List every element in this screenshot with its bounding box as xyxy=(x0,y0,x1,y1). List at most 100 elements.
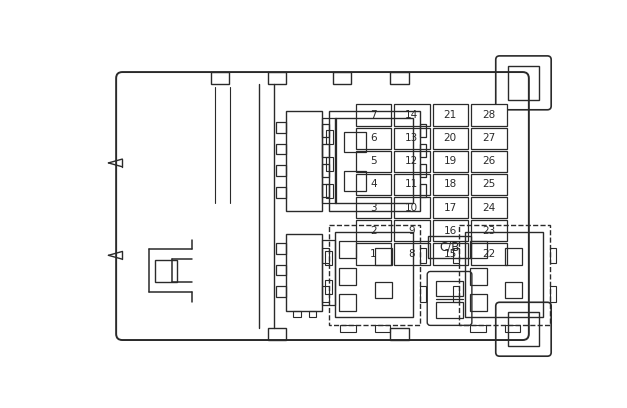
Bar xyxy=(453,248,459,263)
Bar xyxy=(453,286,459,302)
Bar xyxy=(375,282,392,298)
Text: 23: 23 xyxy=(482,226,495,236)
Bar xyxy=(339,268,356,285)
Bar xyxy=(433,197,468,218)
Bar xyxy=(356,220,391,242)
Bar xyxy=(356,104,391,126)
Bar xyxy=(419,184,426,197)
Bar xyxy=(268,72,287,84)
Bar xyxy=(356,243,391,264)
Bar xyxy=(322,240,335,305)
Bar xyxy=(277,144,285,155)
Bar xyxy=(293,311,301,317)
Bar xyxy=(356,151,391,172)
Bar xyxy=(433,151,468,172)
Bar xyxy=(419,164,426,177)
Bar xyxy=(433,220,468,242)
Bar xyxy=(465,232,544,317)
Bar xyxy=(325,184,334,197)
Text: 10: 10 xyxy=(405,203,418,213)
Bar xyxy=(322,286,329,302)
Text: 4: 4 xyxy=(370,180,377,189)
Bar xyxy=(470,268,487,285)
Text: 16: 16 xyxy=(444,226,457,236)
Bar xyxy=(470,242,487,258)
Bar xyxy=(433,127,468,149)
Text: 11: 11 xyxy=(405,180,418,189)
Bar xyxy=(340,325,356,332)
Bar xyxy=(329,224,419,325)
Text: 13: 13 xyxy=(405,133,418,143)
Bar xyxy=(211,72,229,84)
Text: 17: 17 xyxy=(444,203,457,213)
Text: 24: 24 xyxy=(482,203,495,213)
Text: 20: 20 xyxy=(444,133,457,143)
Bar xyxy=(394,151,429,172)
Bar xyxy=(375,325,390,332)
Bar xyxy=(322,144,329,157)
Text: 28: 28 xyxy=(482,110,495,120)
Bar xyxy=(277,165,285,176)
Bar xyxy=(356,197,391,218)
Bar xyxy=(471,220,507,242)
Bar xyxy=(325,251,332,264)
Bar xyxy=(471,174,507,195)
Bar xyxy=(332,72,351,84)
Bar xyxy=(285,111,322,211)
Text: 8: 8 xyxy=(409,249,415,259)
Bar xyxy=(322,248,329,263)
Bar xyxy=(322,118,336,203)
Bar xyxy=(508,312,539,346)
Bar xyxy=(471,127,507,149)
Bar xyxy=(277,264,285,275)
Bar xyxy=(285,234,322,311)
Bar xyxy=(308,311,317,317)
Bar xyxy=(277,243,285,254)
Bar xyxy=(470,325,486,332)
Bar xyxy=(277,286,285,297)
Bar xyxy=(322,124,329,137)
Bar xyxy=(325,280,332,294)
Bar xyxy=(390,328,409,340)
Bar xyxy=(433,243,468,264)
Bar xyxy=(268,328,287,340)
Bar xyxy=(471,151,507,172)
Bar xyxy=(433,174,468,195)
Text: 14: 14 xyxy=(405,110,418,120)
Bar xyxy=(436,302,463,318)
Bar xyxy=(470,294,487,311)
Text: 22: 22 xyxy=(482,249,495,259)
Bar xyxy=(419,248,426,263)
Bar xyxy=(428,236,471,257)
Bar xyxy=(394,174,429,195)
Bar xyxy=(277,187,285,197)
Bar xyxy=(277,122,285,133)
Text: 26: 26 xyxy=(482,156,495,166)
Text: 9: 9 xyxy=(409,226,415,236)
Bar xyxy=(550,286,556,302)
Bar xyxy=(356,174,391,195)
Text: 25: 25 xyxy=(482,180,495,189)
Bar xyxy=(339,242,356,258)
Bar xyxy=(344,132,366,152)
Bar xyxy=(155,260,177,282)
Text: 3: 3 xyxy=(370,203,377,213)
Bar xyxy=(325,130,334,144)
Bar xyxy=(329,111,419,211)
Bar xyxy=(394,104,429,126)
Bar xyxy=(335,118,413,203)
Bar xyxy=(339,294,356,311)
Bar xyxy=(394,220,429,242)
Bar xyxy=(550,248,556,263)
Text: 6: 6 xyxy=(370,133,377,143)
Bar xyxy=(394,127,429,149)
Bar xyxy=(375,248,392,264)
Bar xyxy=(505,325,520,332)
Bar xyxy=(471,104,507,126)
Text: 1: 1 xyxy=(370,249,377,259)
Bar xyxy=(505,282,522,298)
Bar xyxy=(459,224,550,325)
Bar xyxy=(344,171,366,191)
Bar xyxy=(322,164,329,177)
Bar xyxy=(390,72,409,84)
